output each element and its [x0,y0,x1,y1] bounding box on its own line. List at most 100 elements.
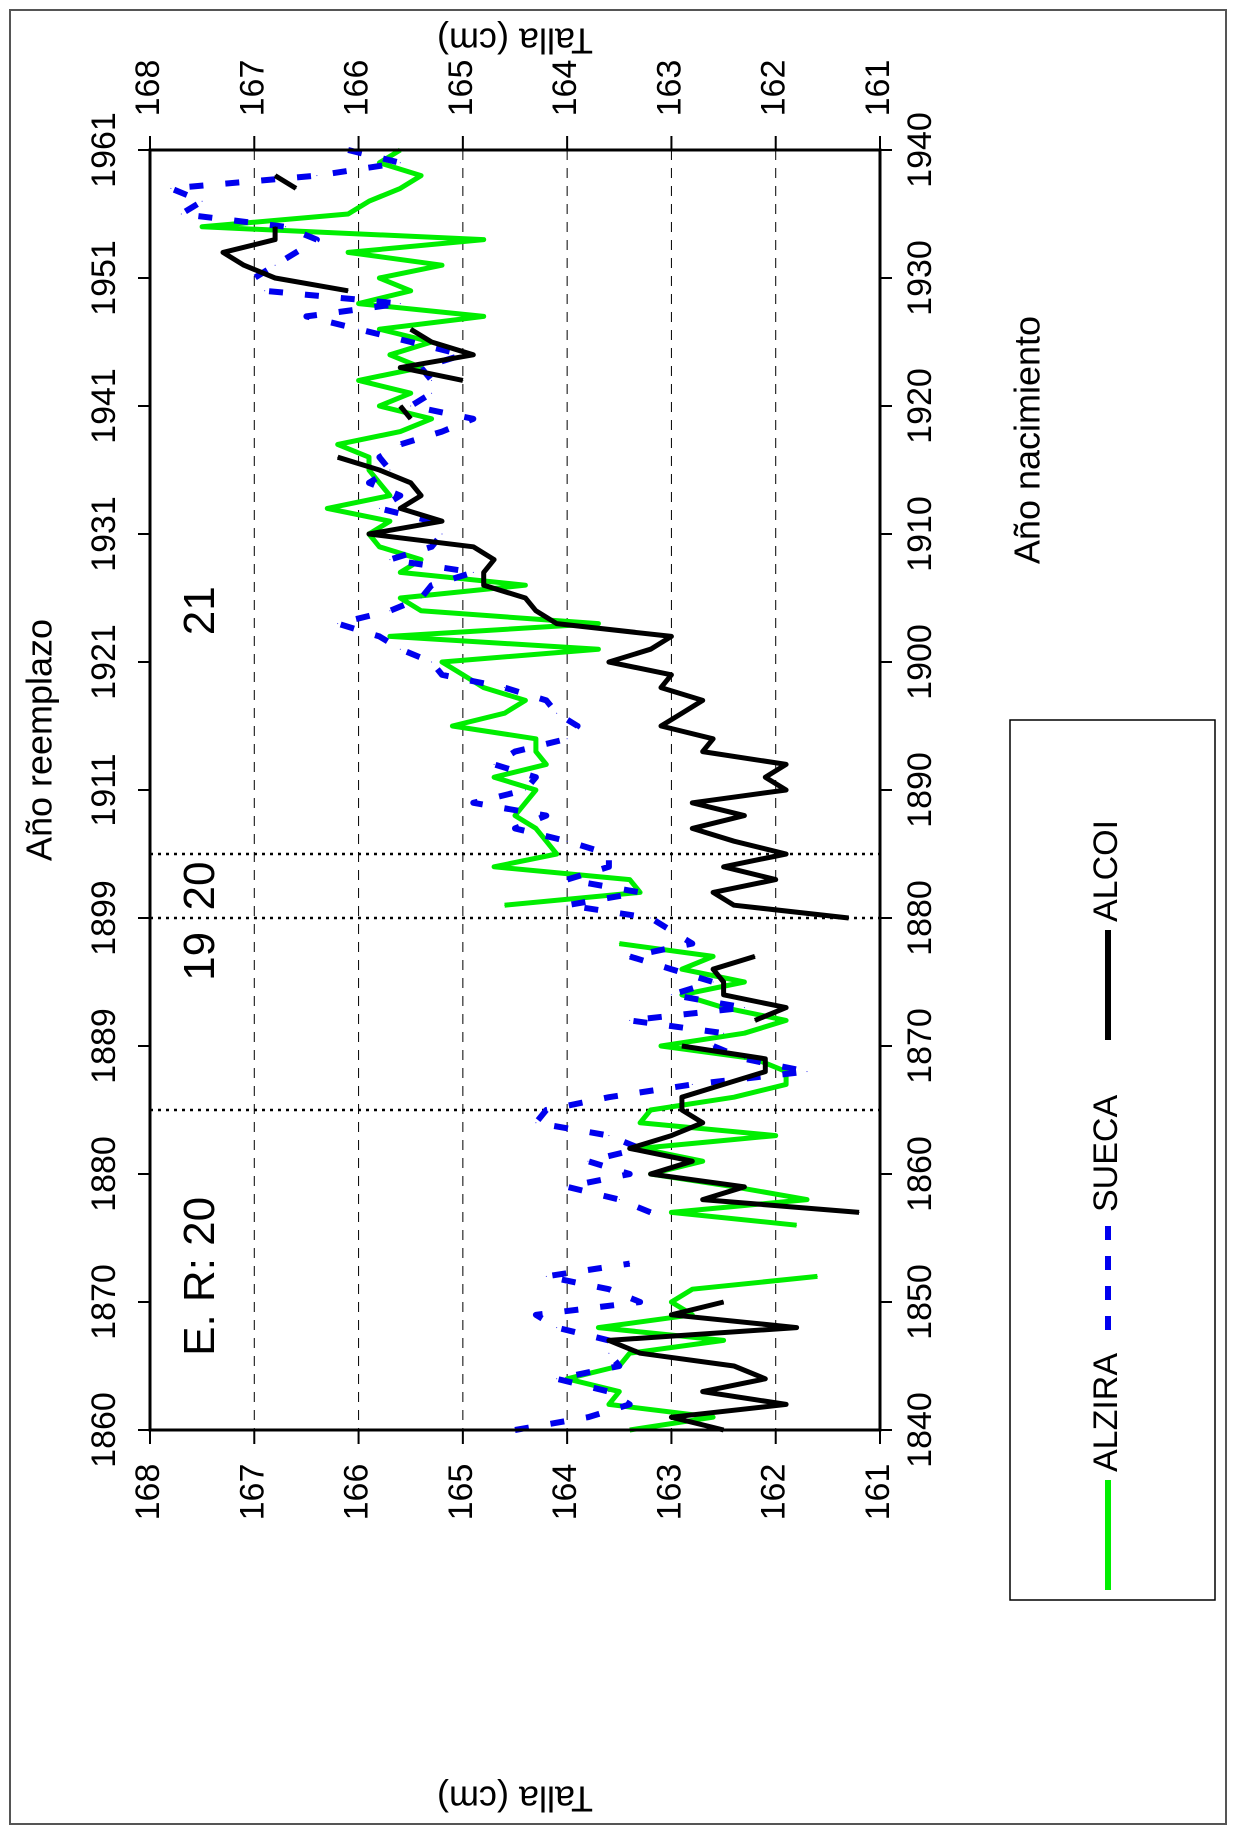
sueca-legend-label: SUECA [1087,1095,1125,1212]
talla-tick-label-right: 164 [546,60,584,117]
talla-tick-label-left: 167 [233,1464,271,1521]
alzira-series-point [660,1045,662,1047]
alcoi-series-point [472,546,474,548]
alcoi-series-point [858,1211,860,1213]
sueca-series-point [389,610,391,612]
birth-year-tick-label: 1890 [901,752,939,828]
alcoi-series-point [754,1019,756,1021]
alcoi-series-point [712,891,714,893]
alcoi-series-point [754,955,756,957]
sueca-series-point [545,1109,547,1111]
alcoi-series-point [691,1160,693,1162]
talla-tick-label-left: 168 [129,1464,167,1521]
alzira-series-point [524,584,526,586]
alzira-series-point [368,469,370,471]
alcoi-series-point [483,571,485,573]
alzira-series-point [702,1160,704,1162]
sueca-series-point [723,1032,725,1034]
alzira-series-point [535,738,537,740]
birth-year-tick-label: 1930 [901,240,939,316]
alcoi-series-point [723,1301,725,1303]
alzira-series-point [378,546,380,548]
alcoi-series-point [441,520,443,522]
alcoi-series-point [222,251,224,253]
alcoi-series-point [743,1186,745,1188]
alcoi-series-point [483,584,485,586]
alzira-series-point [629,879,631,881]
alcoi-series-point [274,277,276,279]
grid-layer [253,150,777,1430]
sueca-series-point [629,955,631,957]
talla-tick-label-left: 161 [859,1464,897,1521]
alcoi-series-point [295,187,297,189]
alcoi-series-point [785,789,787,791]
sueca-series-point [180,213,182,215]
sueca-series-point [535,1314,537,1316]
alcoi-series-point [681,712,683,714]
alzira-series-point [347,213,349,215]
reemplazo-year-tick-label: 1961 [85,112,123,188]
tick-layer [138,136,892,1444]
sueca-series-point [670,968,672,970]
sueca-series-point [431,661,433,663]
sueca-series-point [420,597,422,599]
sueca-series-point [514,751,516,753]
sueca-series-point [535,776,537,778]
alzira-series-point [504,904,506,906]
alzira-series-point [545,840,547,842]
alzira-series-point [368,200,370,202]
sueca-series-point [399,303,401,305]
sueca-series-point [712,1045,714,1047]
alzira-series-point [399,571,401,573]
alcoi-series-point [410,482,412,484]
talla-tick-label-right: 163 [650,60,688,117]
alzira-series-point [712,1416,714,1418]
sueca-series-point [274,264,276,266]
talla-tick-label-left: 162 [755,1464,793,1521]
alcoi-series-point [274,226,276,228]
alcoi-series-line [220,226,349,294]
alcoi-series-point [723,994,725,996]
sueca-series-point [743,1007,745,1009]
top-axis-title: Año reemplazo [19,619,60,861]
alzira-series-point [451,725,453,727]
sueca-series-point [629,1173,631,1175]
alzira-series-point [775,1135,777,1137]
alcoi-series-point [723,1083,725,1085]
sueca-series-point [399,495,401,497]
alcoi-series-point [493,559,495,561]
alzira-series-point [785,1019,787,1021]
alcoi-series-point [764,1378,766,1380]
alcoi-series-point [337,456,339,458]
alcoi-series-point [670,1416,672,1418]
alcoi-series-point [702,1199,704,1201]
alzira-series-point [535,751,537,753]
alzira-series-point [378,277,380,279]
alzira-series-point [389,520,391,522]
sueca-series-point [712,981,714,983]
sueca-series-point [743,1058,745,1060]
sueca-series-point [545,699,547,701]
reemplazo-year-tick-label: 1860 [85,1392,123,1468]
reemplazo-year-tick-label: 1951 [85,240,123,316]
sueca-series-point [358,328,360,330]
left-axis-title: Talla (cm) [437,1778,593,1819]
label-layer: 168 167 166 165 164 163 162 161 168 167 166 165 164 1… [19,20,1048,1819]
sueca-series-point [472,418,474,420]
sueca-series-point [650,1211,652,1213]
reemplazo-year-tick-label: 1899 [85,880,123,956]
alzira-series-point [378,482,380,484]
alzira-series-point [441,264,443,266]
talla-tick-label-right: 161 [859,60,897,117]
alcoi-series-point [410,328,412,330]
sueca-series-point [431,546,433,548]
talla-tick-label-right: 168 [129,60,167,117]
region-label: 21 [175,586,224,635]
sueca-series-point [608,1391,610,1393]
sueca-series-point [629,1263,631,1265]
alcoi-series-point [702,751,704,753]
region-separators [150,852,880,1112]
alzira-series-point [670,1211,672,1213]
alcoi-series-point [660,687,662,689]
alzira-series-point [462,674,464,676]
